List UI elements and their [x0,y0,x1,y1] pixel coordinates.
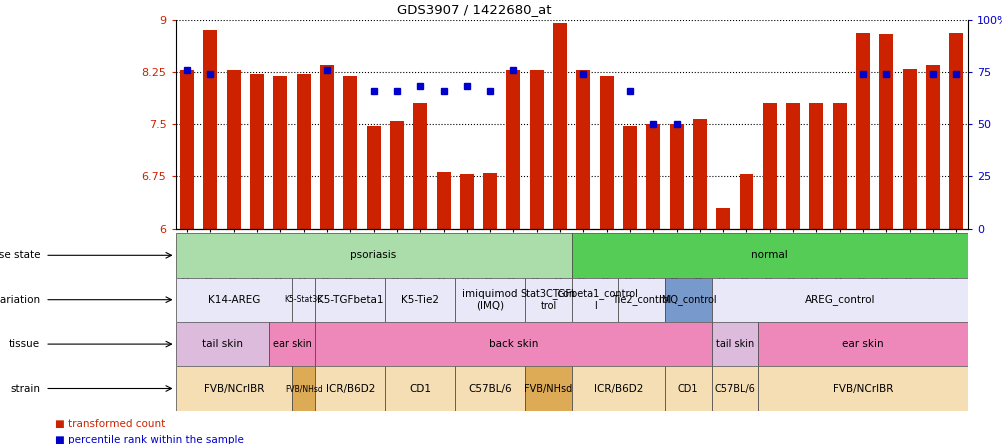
Text: GDS3907 / 1422680_at: GDS3907 / 1422680_at [397,3,551,16]
Text: imiquimod
(IMQ): imiquimod (IMQ) [462,289,517,310]
Bar [390,121,404,229]
Bar [385,278,455,322]
Bar [175,322,269,366]
Text: FVB/NCrlBR: FVB/NCrlBR [832,384,893,393]
Bar [292,278,315,322]
Text: ear skin: ear skin [273,339,312,349]
Bar [320,65,334,229]
Bar [763,103,776,229]
Bar [343,75,357,229]
Bar [571,366,664,411]
Bar [710,278,967,322]
Bar [710,322,758,366]
Bar [664,366,710,411]
Text: CD1: CD1 [677,384,697,393]
Bar [249,74,264,229]
Bar [669,124,683,229]
Bar [385,366,455,411]
Text: tissue: tissue [9,339,40,349]
Bar [855,32,869,229]
Bar [315,322,710,366]
Bar [315,366,385,411]
Bar [645,124,659,229]
Text: K5-Stat3C: K5-Stat3C [285,295,323,304]
Bar [269,322,315,366]
Text: K5-Tie2: K5-Tie2 [401,295,439,305]
Text: genotype/variation: genotype/variation [0,295,40,305]
Text: IMQ_control: IMQ_control [658,294,716,305]
Bar [455,278,525,322]
Bar [758,322,967,366]
Text: AREG_control: AREG_control [804,294,874,305]
Bar [879,34,893,229]
Text: normal: normal [750,250,788,260]
Bar [571,233,967,278]
Text: tail skin: tail skin [201,339,242,349]
Bar [175,233,571,278]
Bar [738,174,753,229]
Bar [367,126,380,229]
Bar [483,173,497,229]
Bar [758,366,967,411]
Bar [315,278,385,322]
Text: back skin: back skin [488,339,538,349]
Bar [459,174,473,229]
Bar [622,126,636,229]
Bar [413,103,427,229]
Text: disease state: disease state [0,250,40,260]
Text: TGFbeta1_control
l: TGFbeta1_control l [551,289,637,311]
Bar [664,278,710,322]
Bar [710,366,758,411]
Bar [175,366,292,411]
Text: C57BL/6: C57BL/6 [713,384,755,393]
Bar [525,366,571,411]
Text: psoriasis: psoriasis [350,250,397,260]
Text: K5-TGFbeta1: K5-TGFbeta1 [317,295,383,305]
Text: ICR/B6D2: ICR/B6D2 [593,384,642,393]
Bar [455,366,525,411]
Text: ear skin: ear skin [842,339,883,349]
Bar [203,31,217,229]
Bar [925,65,939,229]
Bar [552,24,566,229]
Bar [529,70,543,229]
Text: Tie2_control: Tie2_control [611,294,670,305]
Bar [297,74,311,229]
Bar [902,69,916,229]
Text: ■ percentile rank within the sample: ■ percentile rank within the sample [55,435,243,444]
Text: K14-AREG: K14-AREG [207,295,260,305]
Bar [175,278,292,322]
Bar [715,208,729,229]
Bar [599,75,613,229]
Text: tail skin: tail skin [715,339,754,349]
Bar [525,278,571,322]
Bar [809,103,823,229]
Text: FVB/NHsd: FVB/NHsd [285,384,323,393]
Bar [786,103,800,229]
Bar [692,119,706,229]
Bar [948,32,962,229]
Text: FVB/NHsd: FVB/NHsd [524,384,572,393]
Bar [226,70,240,229]
Text: ICR/B6D2: ICR/B6D2 [326,384,375,393]
Text: ■ transformed count: ■ transformed count [55,419,165,429]
Text: C57BL/6: C57BL/6 [468,384,511,393]
Bar [571,278,617,322]
Bar [617,278,664,322]
Bar [576,70,590,229]
Bar [506,70,520,229]
Text: strain: strain [10,384,40,393]
Bar [436,172,450,229]
Bar [274,75,288,229]
Text: FVB/NCrlBR: FVB/NCrlBR [203,384,264,393]
Bar [180,70,194,229]
Text: CD1: CD1 [409,384,431,393]
Bar [832,103,846,229]
Text: Stat3C_con
trol: Stat3C_con trol [520,289,575,311]
Bar [292,366,315,411]
